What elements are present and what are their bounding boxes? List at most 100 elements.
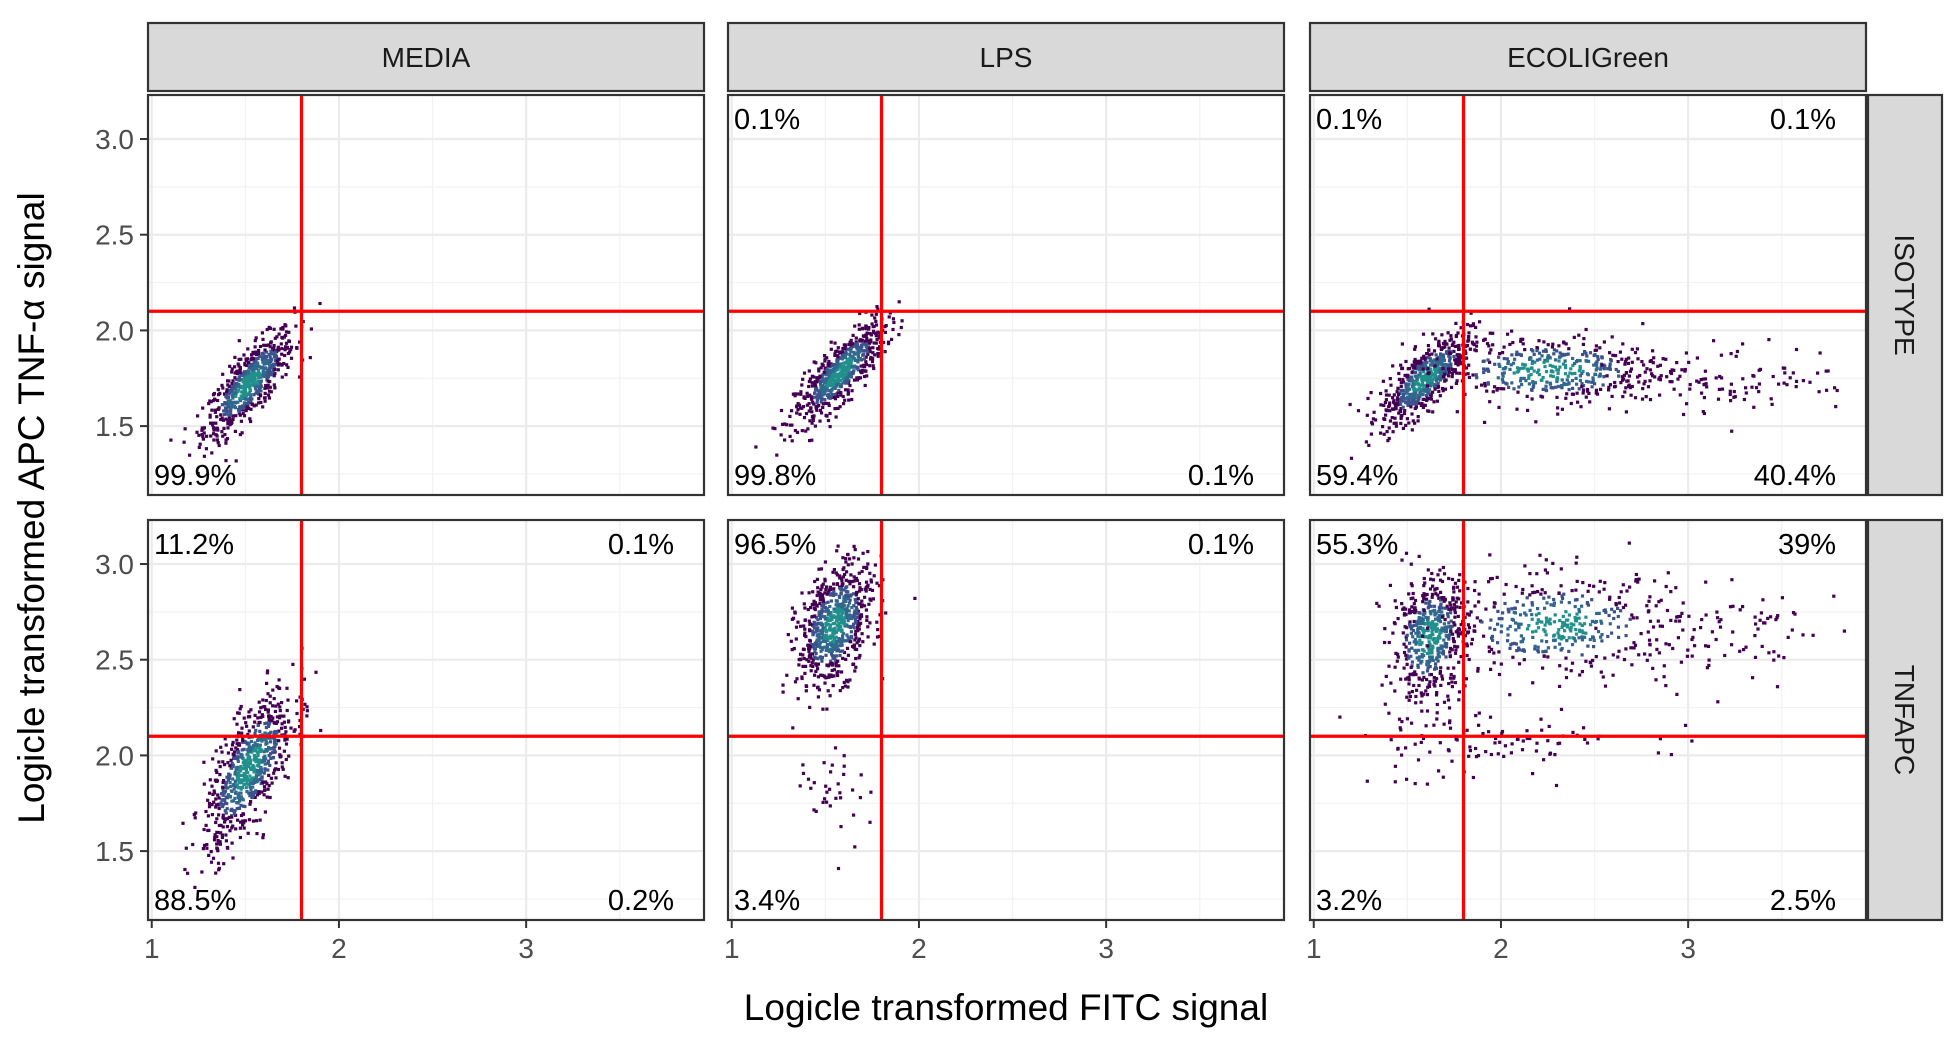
event-point	[1611, 353, 1615, 357]
event-point	[224, 407, 229, 411]
event-point	[1503, 601, 1507, 606]
event-point	[830, 668, 834, 672]
event-point	[261, 357, 265, 361]
event-point	[1410, 378, 1414, 382]
event-point	[272, 374, 276, 378]
event-point	[1531, 380, 1535, 384]
event-point	[845, 633, 849, 637]
event-point	[214, 421, 218, 425]
event-point	[796, 392, 800, 396]
event-point	[816, 695, 820, 699]
event-point	[207, 853, 211, 857]
event-point	[872, 642, 876, 646]
event-point	[1410, 646, 1414, 650]
event-point	[834, 654, 839, 658]
event-point	[1482, 367, 1486, 371]
event-point	[1399, 384, 1403, 389]
event-point	[1540, 620, 1544, 624]
event-point	[1404, 677, 1408, 681]
event-point	[1629, 646, 1633, 650]
event-point	[826, 600, 830, 604]
event-point	[1410, 627, 1414, 631]
event-point	[262, 771, 266, 775]
event-point	[847, 638, 851, 642]
event-point	[1425, 352, 1429, 356]
event-point	[256, 763, 260, 768]
event-point	[1432, 682, 1436, 687]
event-point	[1701, 410, 1705, 414]
event-point	[221, 793, 225, 797]
event-point	[1571, 386, 1575, 390]
event-point	[1413, 670, 1417, 674]
event-point	[854, 605, 858, 609]
event-point	[319, 728, 323, 733]
event-point	[287, 339, 291, 344]
event-point	[806, 394, 810, 398]
event-point	[833, 383, 837, 387]
event-point	[854, 593, 858, 597]
event-point	[786, 633, 790, 637]
event-point	[226, 379, 230, 383]
event-point	[1416, 383, 1421, 387]
event-point	[1411, 394, 1415, 398]
event-point	[1675, 692, 1679, 696]
event-point	[839, 614, 844, 618]
event-point	[1530, 584, 1534, 588]
event-point	[831, 615, 836, 619]
event-point	[853, 845, 857, 849]
event-point	[829, 642, 833, 646]
event-point	[838, 653, 842, 658]
event-point	[821, 582, 825, 586]
event-point	[245, 405, 249, 409]
event-point	[1379, 431, 1383, 435]
event-point	[250, 790, 255, 794]
event-point	[1443, 363, 1448, 367]
event-point	[1427, 623, 1431, 627]
event-point	[239, 394, 243, 398]
event-point	[220, 430, 224, 434]
event-point	[233, 376, 237, 380]
event-point	[264, 366, 268, 370]
event-point	[863, 383, 867, 388]
event-point	[1427, 683, 1431, 687]
event-point	[222, 763, 227, 767]
event-point	[1444, 655, 1448, 659]
event-point	[283, 725, 287, 729]
event-point	[1658, 624, 1662, 628]
event-point	[845, 570, 849, 574]
event-point	[818, 616, 822, 621]
event-point	[1415, 688, 1419, 692]
event-point	[848, 374, 852, 378]
event-point	[829, 610, 833, 615]
event-point	[853, 647, 857, 651]
event-point	[820, 657, 824, 661]
event-point	[1433, 372, 1437, 376]
event-point	[1543, 568, 1547, 572]
event-point	[1741, 342, 1745, 346]
event-point	[829, 588, 833, 592]
event-point	[219, 823, 223, 827]
event-point	[1647, 609, 1651, 613]
event-point	[224, 811, 228, 815]
event-point	[1580, 638, 1585, 642]
event-point	[202, 782, 206, 786]
event-point	[867, 602, 871, 606]
event-point	[846, 347, 850, 351]
event-point	[1674, 619, 1678, 623]
event-point	[1452, 666, 1456, 670]
event-point	[830, 627, 834, 632]
event-point	[250, 363, 254, 367]
event-point	[1430, 595, 1434, 599]
event-point	[828, 642, 832, 646]
event-point	[248, 774, 252, 778]
event-point	[852, 544, 856, 548]
event-point	[1658, 393, 1662, 397]
event-point	[1566, 352, 1570, 356]
event-point	[251, 780, 255, 784]
event-point	[1716, 616, 1720, 620]
event-point	[1474, 349, 1478, 353]
event-point	[838, 791, 842, 795]
event-point	[280, 722, 284, 726]
event-point	[858, 615, 862, 619]
event-point	[252, 363, 256, 367]
